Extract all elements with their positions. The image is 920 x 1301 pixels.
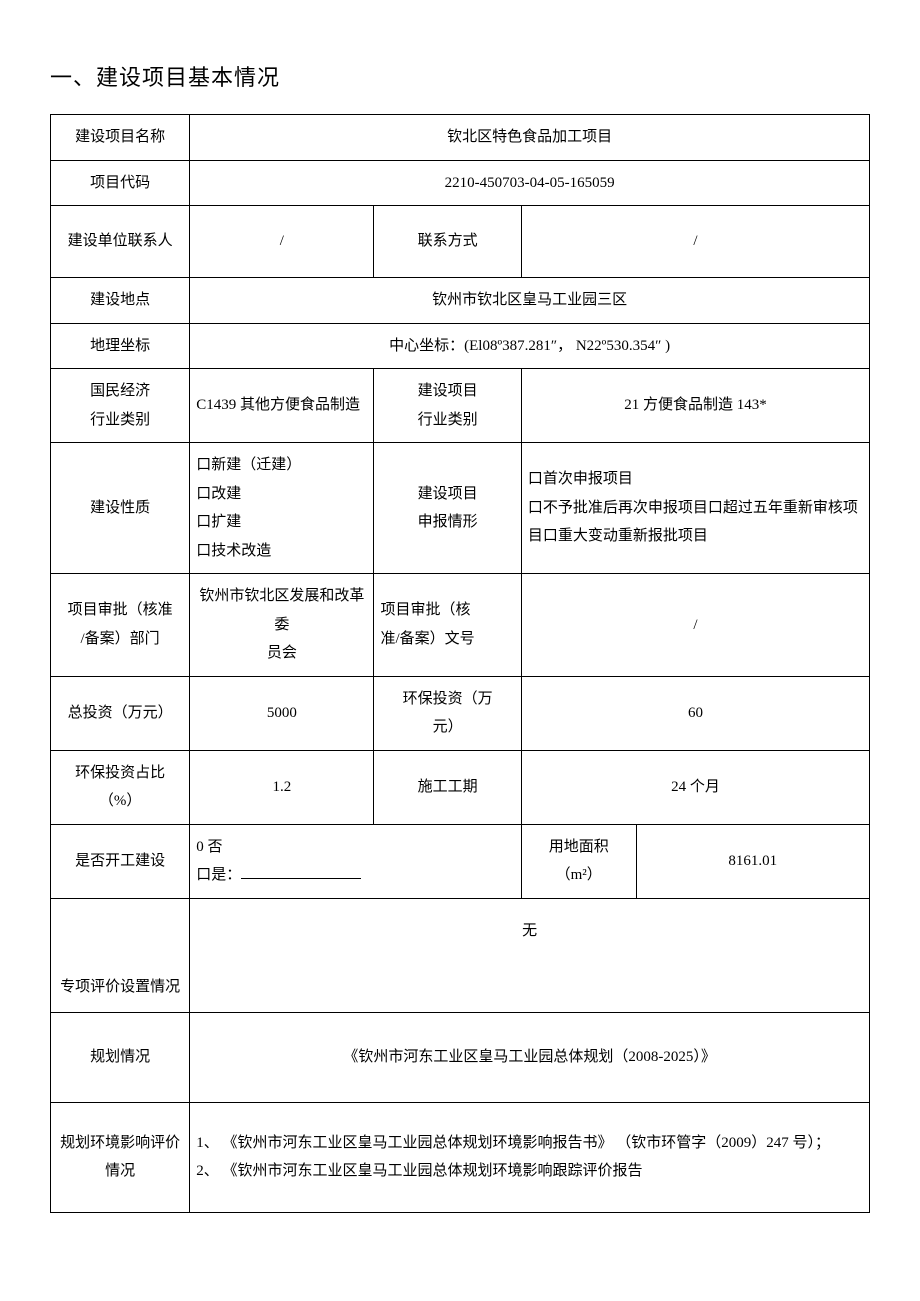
- table-row: 专项评价设置情况 无: [51, 898, 870, 1012]
- label-contact-person: 建设单位联系人: [51, 206, 190, 278]
- label-total-invest: 总投资（万元）: [51, 676, 190, 750]
- section-heading: 一、建设项目基本情况: [50, 60, 870, 92]
- label-planning: 规划情况: [51, 1012, 190, 1102]
- table-row: 是否开工建设 0 否 口是： 用地面积 （m²） 8161.01: [51, 824, 870, 898]
- value-env-ratio: 1.2: [190, 750, 374, 824]
- label-planning-eia: 规划环境影响评价 情况: [51, 1102, 190, 1212]
- label-econ-category: 国民经济 行业类别: [51, 369, 190, 443]
- table-row: 项目代码 2210-450703-04-05-165059: [51, 160, 870, 206]
- label-land-area: 用地面积 （m²）: [521, 824, 636, 898]
- value-started: 0 否 口是：: [190, 824, 522, 898]
- table-row: 规划情况 《钦州市河东工业区皇马工业园总体规划（2008-2025）》: [51, 1012, 870, 1102]
- project-info-table: 建设项目名称 钦北区特色食品加工项目 项目代码 2210-450703-04-0…: [50, 114, 870, 1213]
- value-declare-form: 口首次申报项目 口不予批准后再次申报项目口超过五年重新审核项目口重大变动重新报批…: [521, 443, 869, 574]
- table-row: 建设单位联系人 / 联系方式 /: [51, 206, 870, 278]
- value-contact-method: /: [521, 206, 869, 278]
- value-coords: 中心坐标：(El08º387.281″， N22º530.354″ ): [190, 323, 870, 369]
- label-started: 是否开工建设: [51, 824, 190, 898]
- started-yes-line: 口是：: [196, 861, 515, 890]
- label-declare-form: 建设项目 申报情形: [374, 443, 521, 574]
- table-row: 建设性质 口新建（迁建） 口改建 口扩建 口技术改造 建设项目 申报情形 口首次…: [51, 443, 870, 574]
- label-approval-no: 项目审批（核 准/备案）文号: [374, 574, 521, 677]
- value-special-eval: 无: [190, 898, 870, 1012]
- started-no-line: 0 否: [196, 833, 515, 862]
- table-row: 总投资（万元） 5000 环保投资（万 元） 60: [51, 676, 870, 750]
- label-approval-dept: 项目审批（核准 /备案）部门: [51, 574, 190, 677]
- label-location: 建设地点: [51, 278, 190, 324]
- table-row: 规划环境影响评价 情况 1、 《钦州市河东工业区皇马工业园总体规划环境影响报告书…: [51, 1102, 870, 1212]
- value-period: 24 个月: [521, 750, 869, 824]
- value-approval-dept: 钦州市钦北区发展和改革委 员会: [190, 574, 374, 677]
- value-contact-person: /: [190, 206, 374, 278]
- table-row: 环保投资占比 （%） 1.2 施工工期 24 个月: [51, 750, 870, 824]
- label-project-name: 建设项目名称: [51, 115, 190, 161]
- table-row: 地理坐标 中心坐标：(El08º387.281″， N22º530.354″ ): [51, 323, 870, 369]
- started-yes-prefix: 口是：: [196, 867, 241, 883]
- table-row: 建设地点 钦州市钦北区皇马工业园三区: [51, 278, 870, 324]
- value-construction-nature: 口新建（迁建） 口改建 口扩建 口技术改造: [190, 443, 374, 574]
- label-construction-nature: 建设性质: [51, 443, 190, 574]
- label-coords: 地理坐标: [51, 323, 190, 369]
- value-land-area: 8161.01: [636, 824, 869, 898]
- value-project-name: 钦北区特色食品加工项目: [190, 115, 870, 161]
- table-row: 建设项目名称 钦北区特色食品加工项目: [51, 115, 870, 161]
- value-planning: 《钦州市河东工业区皇马工业园总体规划（2008-2025）》: [190, 1012, 870, 1102]
- label-project-code: 项目代码: [51, 160, 190, 206]
- label-period: 施工工期: [374, 750, 521, 824]
- label-proj-category: 建设项目 行业类别: [374, 369, 521, 443]
- value-planning-eia: 1、 《钦州市河东工业区皇马工业园总体规划环境影响报告书》 （钦市环管字（200…: [190, 1102, 870, 1212]
- value-total-invest: 5000: [190, 676, 374, 750]
- label-contact-method: 联系方式: [374, 206, 521, 278]
- value-approval-no: /: [521, 574, 869, 677]
- value-project-code: 2210-450703-04-05-165059: [190, 160, 870, 206]
- value-proj-category: 21 方便食品制造 143*: [521, 369, 869, 443]
- label-env-ratio: 环保投资占比 （%）: [51, 750, 190, 824]
- label-special-eval: 专项评价设置情况: [51, 898, 190, 1012]
- table-row: 项目审批（核准 /备案）部门 钦州市钦北区发展和改革委 员会 项目审批（核 准/…: [51, 574, 870, 677]
- value-env-invest: 60: [521, 676, 869, 750]
- started-yes-blank: [241, 863, 361, 879]
- value-location: 钦州市钦北区皇马工业园三区: [190, 278, 870, 324]
- table-row: 国民经济 行业类别 C1439 其他方便食品制造 建设项目 行业类别 21 方便…: [51, 369, 870, 443]
- label-env-invest: 环保投资（万 元）: [374, 676, 521, 750]
- value-econ-category: C1439 其他方便食品制造: [190, 369, 374, 443]
